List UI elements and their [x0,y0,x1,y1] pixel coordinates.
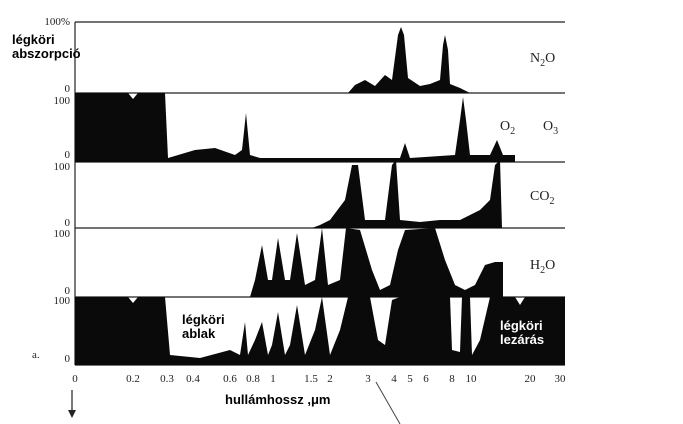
y-tick-label: 0 [65,149,71,161]
x-tick-label: 5 [407,373,413,385]
window-label: légköri [182,312,225,327]
x-tick-label: 6 [423,373,429,385]
y-title: abszorpció [12,46,81,61]
gas-label: O3 [543,119,558,137]
panel-marker: a. [32,349,40,361]
x-tick-label: 2 [327,373,333,385]
y-tick-label: 100 [54,161,71,173]
y-title: légköri [12,32,55,47]
gas-label: CO2 [530,189,554,207]
co2-absorption [312,160,502,228]
gas-label: O2 [500,119,515,137]
y-tick-label: 100 [54,95,71,107]
y-tick-label: 100% [44,16,70,28]
total-absorption [75,297,565,365]
y-tick-label: 0 [65,353,71,365]
y-tick-label: 0 [65,217,71,229]
y-tick-label: 0 [65,83,71,95]
x-tick-label: 0.6 [223,373,237,385]
pointer-line [375,381,401,424]
x-tick-label: 0.4 [186,373,200,385]
gas-label: N2O [530,51,555,69]
x-tick-label: 10 [466,373,478,385]
o2-o3-absorption [75,93,515,162]
x-tick-label: 30 [555,373,567,385]
x-tick-label: 0 [72,373,78,385]
x-tick-label: 4 [391,373,397,385]
arrow-head [68,410,76,418]
cutoff-label: légköri [500,318,543,333]
x-tick-label: 8 [449,373,455,385]
x-title: hullámhossz ,μm [225,392,330,407]
x-tick-label: 0.8 [246,373,260,385]
x-tick-label: 0.2 [126,373,140,385]
cutoff-label: lezárás [500,332,544,347]
x-tick-label: 1.5 [304,373,318,385]
x-tick-label: 1 [270,373,276,385]
x-tick-label: 20 [525,373,537,385]
x-tick-label: 0.3 [160,373,174,385]
window-label: ablak [182,326,216,341]
y-tick-label: 100 [54,228,71,240]
y-tick-label: 100 [54,295,71,307]
gas-label: H2O [530,258,555,276]
h2o-absorption [250,228,503,297]
x-tick-label: 3 [365,373,371,385]
y-tick-label: 0 [65,285,71,297]
n2o-absorption [348,27,470,93]
